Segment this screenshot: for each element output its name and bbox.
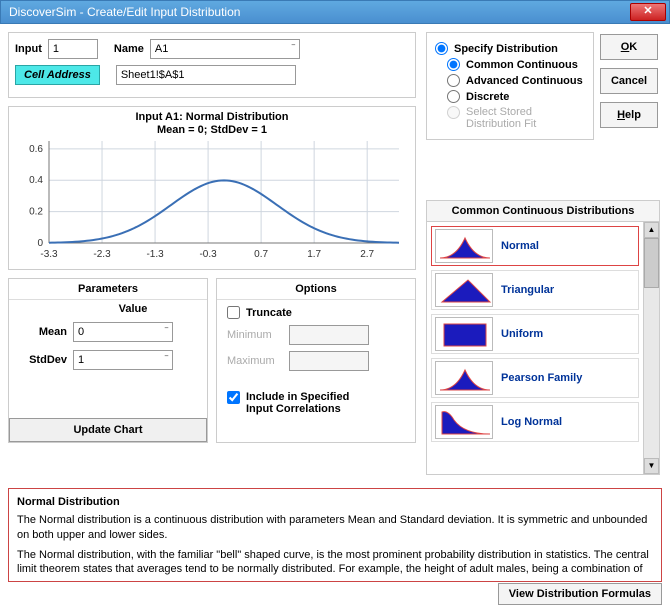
distribution-icon <box>435 361 493 395</box>
svg-text:0.7: 0.7 <box>254 249 268 260</box>
distribution-item-normal[interactable]: Normal <box>431 226 639 266</box>
distribution-label: Normal <box>501 240 539 252</box>
distribution-label: Triangular <box>501 284 554 296</box>
distribution-items: Normal Triangular Uniform Pearson Family Log… <box>427 222 643 474</box>
truncate-checkbox[interactable] <box>227 306 240 319</box>
close-button[interactable]: ✕ <box>630 3 666 21</box>
specify-distribution-label: Specify Distribution <box>454 43 558 55</box>
chart-title-1: Input A1: Normal Distribution <box>136 111 289 123</box>
minimum-label: Minimum <box>227 329 283 341</box>
minimum-field <box>289 325 369 345</box>
svg-text:2.7: 2.7 <box>360 249 374 260</box>
specify-distribution-radio[interactable] <box>435 42 448 55</box>
input-header-panel: Input 1 Name A1 Cell Address Sheet1!$A$1 <box>8 32 416 98</box>
distribution-chart: 0 0.2 0.4 0.6 -3.3 -2.3 -1.3 -0.3 0.7 1.7 2.7 <box>13 137 409 263</box>
options-panel: Options Truncate Minimum Maximum <box>216 278 416 443</box>
scroll-up-button[interactable]: ▲ <box>644 222 659 238</box>
select-stored-label: Select StoredDistribution Fit <box>466 106 536 130</box>
parameters-header: Parameters <box>9 279 207 300</box>
svg-text:-0.3: -0.3 <box>199 249 217 260</box>
distribution-item-pearson-family[interactable]: Pearson Family <box>431 358 639 398</box>
svg-text:-3.3: -3.3 <box>40 249 58 260</box>
svg-text:-1.3: -1.3 <box>146 249 164 260</box>
distribution-item-triangular[interactable]: Triangular <box>431 270 639 310</box>
distribution-item-log-normal[interactable]: Log Normal <box>431 402 639 442</box>
title-bar: DiscoverSim - Create/Edit Input Distribu… <box>0 0 670 24</box>
description-title: Normal Distribution <box>17 495 653 509</box>
chart-panel: Input A1: Normal Distribution Mean = 0; … <box>8 106 416 270</box>
svg-text:-2.3: -2.3 <box>93 249 111 260</box>
name-label: Name <box>114 43 144 55</box>
help-button[interactable]: Help <box>600 102 658 128</box>
chart-title-2: Mean = 0; StdDev = 1 <box>157 124 267 136</box>
distribution-label: Pearson Family <box>501 372 582 384</box>
svg-text:0.2: 0.2 <box>29 207 43 218</box>
distribution-scrollbar[interactable]: ▲ ▼ <box>643 222 659 474</box>
svg-text:0.6: 0.6 <box>29 144 43 155</box>
update-chart-button[interactable]: Update Chart <box>9 418 207 442</box>
select-stored-radio <box>447 106 460 119</box>
include-correlations-checkbox[interactable] <box>227 391 240 404</box>
distribution-icon <box>435 229 493 263</box>
view-formulas-button[interactable]: View Distribution Formulas <box>498 583 662 605</box>
mean-label: Mean <box>17 326 67 338</box>
description-para2: The Normal distribution, with the famili… <box>17 548 653 577</box>
distribution-icon <box>435 273 493 307</box>
svg-text:0.4: 0.4 <box>29 176 43 187</box>
specify-distribution-group: Specify Distribution Common Continuous A… <box>426 32 594 140</box>
description-para1: The Normal distribution is a continuous … <box>17 513 653 542</box>
svg-text:0: 0 <box>37 238 43 249</box>
common-continuous-label: Common Continuous <box>466 59 578 71</box>
cell-address-button[interactable]: Cell Address <box>15 65 100 85</box>
stddev-field[interactable]: 1 <box>73 350 173 370</box>
parameters-panel: Parameters Value Mean 0 StdDev 1 Update … <box>8 278 208 443</box>
input-label: Input <box>15 43 42 55</box>
distribution-icon <box>435 405 493 439</box>
include-correlations-label: Include in SpecifiedInput Correlations <box>246 391 349 415</box>
distribution-list-header: Common Continuous Distributions <box>427 201 659 222</box>
maximum-label: Maximum <box>227 355 283 367</box>
scroll-down-button[interactable]: ▼ <box>644 458 659 474</box>
truncate-label: Truncate <box>246 307 292 319</box>
distribution-list-panel: Common Continuous Distributions Normal Tr… <box>426 200 660 475</box>
stddev-label: StdDev <box>17 354 67 366</box>
window-title: DiscoverSim - Create/Edit Input Distribu… <box>9 5 240 19</box>
cancel-button[interactable]: Cancel <box>600 68 658 94</box>
ok-button[interactable]: OK <box>600 34 658 60</box>
description-panel: Normal Distribution The Normal distribut… <box>8 488 662 582</box>
discrete-radio[interactable] <box>447 90 460 103</box>
scroll-thumb[interactable] <box>644 238 659 288</box>
distribution-icon <box>435 317 493 351</box>
svg-text:1.7: 1.7 <box>307 249 321 260</box>
advanced-continuous-radio[interactable] <box>447 74 460 87</box>
options-header: Options <box>217 279 415 300</box>
distribution-label: Log Normal <box>501 416 562 428</box>
distribution-label: Uniform <box>501 328 543 340</box>
input-number-field[interactable]: 1 <box>48 39 98 59</box>
distribution-item-uniform[interactable]: Uniform <box>431 314 639 354</box>
value-header: Value <box>59 300 207 318</box>
advanced-continuous-label: Advanced Continuous <box>466 75 583 87</box>
discrete-label: Discrete <box>466 91 509 103</box>
mean-field[interactable]: 0 <box>73 322 173 342</box>
cell-address-field[interactable]: Sheet1!$A$1 <box>116 65 296 85</box>
common-continuous-radio[interactable] <box>447 58 460 71</box>
maximum-field <box>289 351 369 371</box>
name-field[interactable]: A1 <box>150 39 300 59</box>
